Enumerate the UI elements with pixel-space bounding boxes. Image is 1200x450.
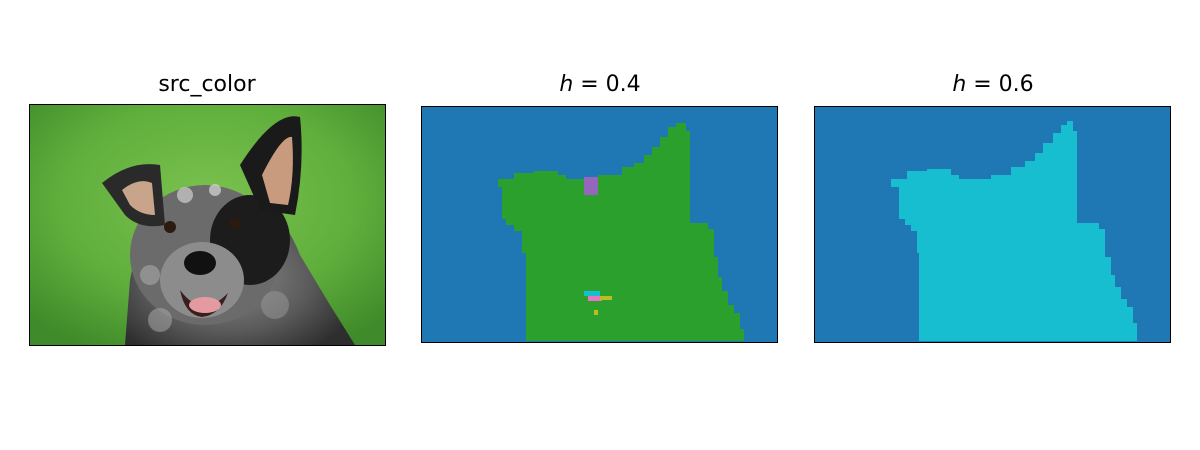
segment-dog-region — [498, 123, 744, 341]
panel-title-seg2: h = 0.6 — [815, 72, 1171, 97]
panel-title-seg2-var: h — [952, 72, 967, 97]
source-image-panel — [29, 104, 386, 346]
panel-title-source: src_color — [29, 72, 385, 97]
panel-title-source-text: src_color — [158, 72, 256, 97]
dog-right-eye — [229, 217, 241, 229]
segmentation-map — [815, 107, 1170, 342]
segmentation-map — [422, 107, 777, 342]
segmentation-panel-h04 — [421, 106, 778, 343]
dog-nose — [184, 251, 216, 275]
panel-title-seg1-rest: = 0.4 — [573, 72, 641, 97]
dog-left-eye — [164, 221, 176, 233]
dog-photo-image — [30, 105, 385, 345]
segment-yellow-dot — [594, 310, 598, 315]
segmentation-panel-h06 — [814, 106, 1171, 343]
panel-title-seg2-rest: = 0.6 — [966, 72, 1034, 97]
segment-dog-region — [891, 121, 1137, 341]
panel-title-seg1: h = 0.4 — [422, 72, 778, 97]
segment-yellow-blob — [600, 296, 612, 300]
segment-pink-blob — [588, 296, 602, 301]
segment-purple-blob — [584, 177, 598, 195]
panel-title-seg1-var: h — [559, 72, 574, 97]
segment-cyan-blob — [584, 291, 600, 296]
dog-tongue — [189, 297, 221, 313]
